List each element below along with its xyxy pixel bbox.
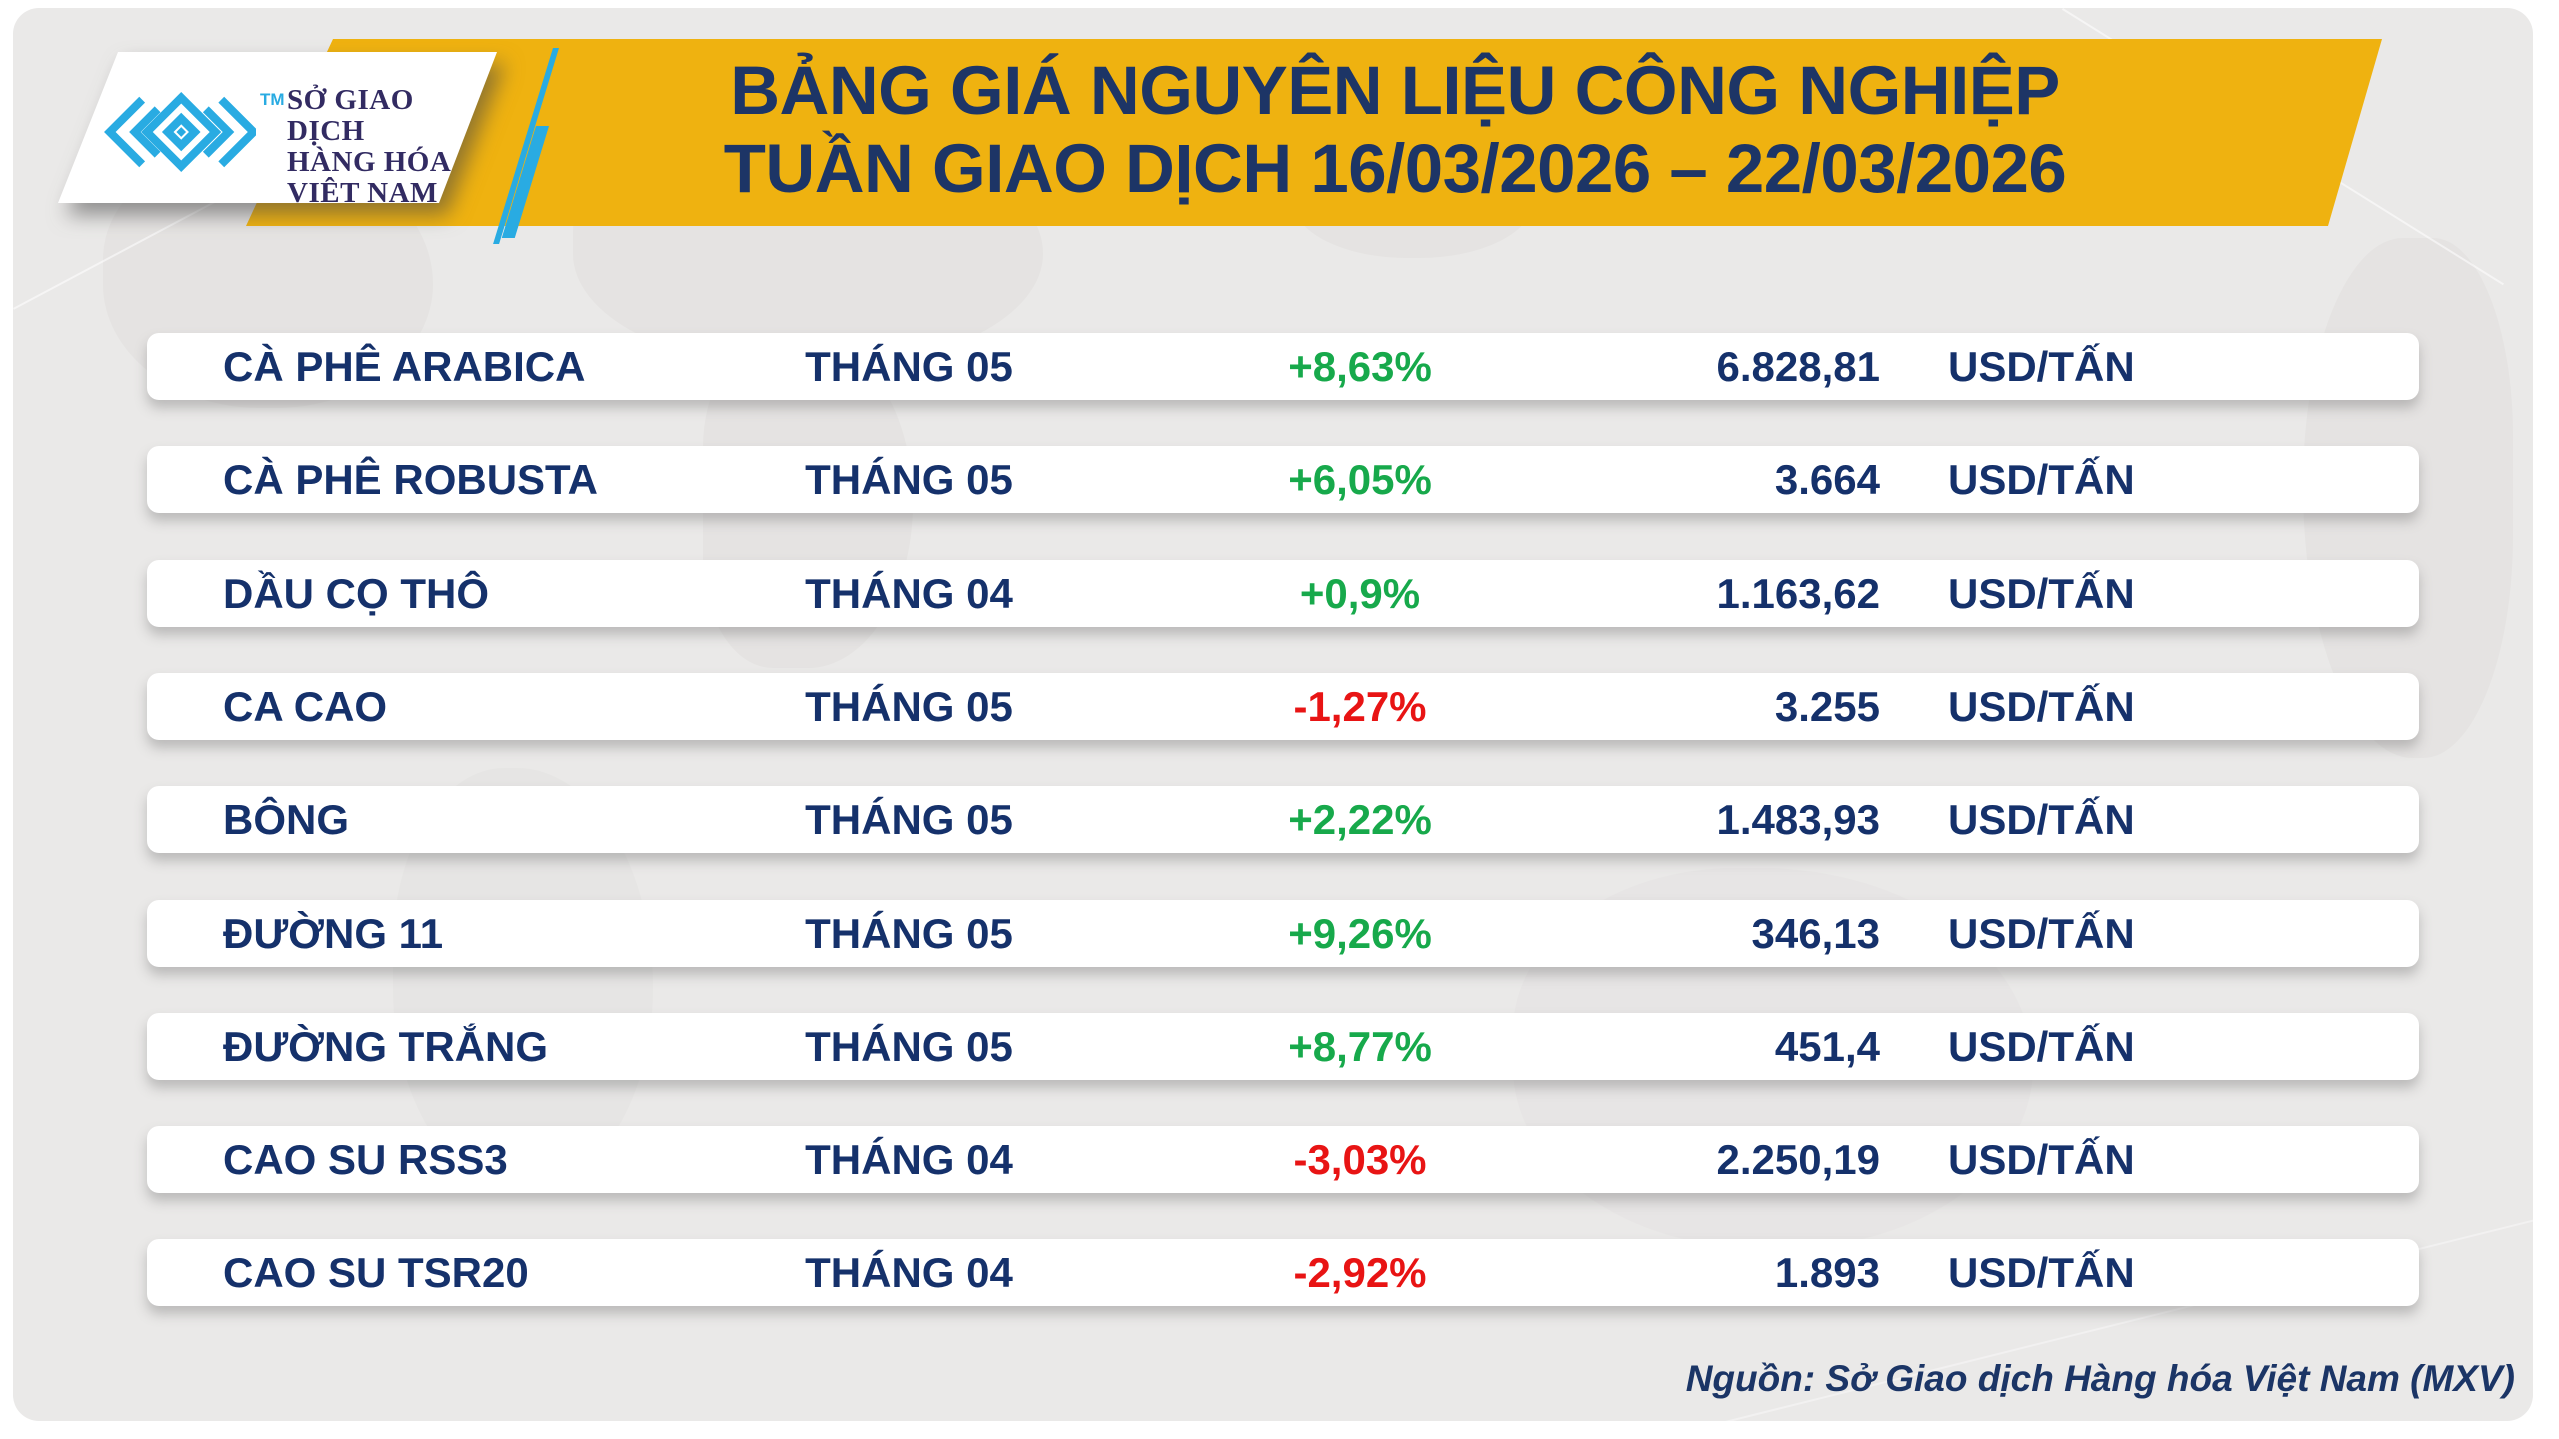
table-row: ĐƯỜNG TRẮNG THÁNG 05 +8,77% 451,4 USD/TẤN <box>147 1013 2419 1080</box>
price-unit: USD/TẤN <box>1948 910 2135 957</box>
table-row: ĐƯỜNG 11 THÁNG 05 +9,26% 346,13 USD/TẤN <box>147 900 2419 967</box>
commodity-name: BÔNG <box>223 796 349 843</box>
price-value: 6.828,81 <box>1716 343 1881 390</box>
price-value: 1.893 <box>1774 1249 1880 1296</box>
contract-month: THÁNG 05 <box>805 1023 1013 1070</box>
change-percent: +9,26% <box>1288 910 1432 957</box>
table-row: CAO SU RSS3 THÁNG 04 -3,03% 2.250,19 USD/TẤN <box>147 1126 2419 1193</box>
price-value: 1.163,62 <box>1716 570 1881 617</box>
logo-org-name: SỞ GIAO DỊCH HÀNG HÓA VIỆT NAM <box>287 84 497 209</box>
table-row: DẦU CỌ THÔ THÁNG 04 +0,9% 1.163,62 USD/TẤN <box>147 560 2419 627</box>
price-value: 1.483,93 <box>1716 796 1881 843</box>
table-row: CÀ PHÊ ROBUSTA THÁNG 05 +6,05% 3.664 USD/TẤN <box>147 446 2419 513</box>
commodity-name: CA CAO <box>223 683 388 730</box>
commodity-name: CÀ PHÊ ROBUSTA <box>223 456 598 503</box>
price-value: 3.664 <box>1774 456 1880 503</box>
commodity-name: CÀ PHÊ ARABICA <box>223 343 586 390</box>
logo-plate-shape: TM SỞ GIAO DỊCH HÀNG HÓA VIỆT NAM <box>58 52 497 203</box>
commodity-name: DẦU CỌ THÔ <box>223 570 489 617</box>
table-row: CA CAO THÁNG 05 -1,27% 3.255 USD/TẤN <box>147 673 2419 740</box>
table-row: BÔNG THÁNG 05 +2,22% 1.483,93 USD/TẤN <box>147 786 2419 853</box>
change-percent: +2,22% <box>1288 796 1432 843</box>
commodity-name: CAO SU RSS3 <box>223 1136 508 1183</box>
logo-org-line: SỞ GIAO DỊCH <box>287 84 414 147</box>
commodity-name: CAO SU TSR20 <box>223 1249 529 1296</box>
change-percent: +0,9% <box>1299 570 1421 617</box>
price-unit: USD/TẤN <box>1948 796 2135 843</box>
table-row: CAO SU TSR20 THÁNG 04 -2,92% 1.893 USD/TẤN <box>147 1239 2419 1306</box>
logo-org-line: VIỆT NAM <box>287 177 438 209</box>
page-title: BẢNG GIÁ NGUYÊN LIỆU CÔNG NGHIỆP TUẦN GI… <box>420 52 2370 208</box>
price-value: 2.250,19 <box>1716 1136 1881 1183</box>
price-unit: USD/TẤN <box>1948 570 2135 617</box>
price-unit: USD/TẤN <box>1948 683 2135 730</box>
logo-org-line: HÀNG HÓA <box>287 146 452 178</box>
change-percent: -1,27% <box>1293 683 1427 730</box>
logo-plate: TM SỞ GIAO DỊCH HÀNG HÓA VIỆT NAM <box>58 52 497 203</box>
contract-month: THÁNG 05 <box>805 343 1013 390</box>
mxv-logo-icon <box>104 91 256 173</box>
contract-month: THÁNG 04 <box>805 1136 1013 1183</box>
price-unit: USD/TẤN <box>1948 1023 2135 1070</box>
contract-month: THÁNG 04 <box>805 1249 1013 1296</box>
price-unit: USD/TẤN <box>1948 1249 2135 1296</box>
commodity-name: ĐƯỜNG 11 <box>223 910 444 957</box>
price-value: 346,13 <box>1751 910 1880 957</box>
commodity-name: ĐƯỜNG TRẮNG <box>223 1023 548 1070</box>
title-banner <box>246 39 2382 226</box>
change-percent: +6,05% <box>1288 456 1432 503</box>
contract-month: THÁNG 05 <box>805 796 1013 843</box>
change-percent: -2,92% <box>1293 1249 1427 1296</box>
price-unit: USD/TẤN <box>1948 1136 2135 1183</box>
price-unit: USD/TẤN <box>1948 456 2135 503</box>
source-note: Nguồn: Sở Giao dịch Hàng hóa Việt Nam (M… <box>1685 1358 2515 1399</box>
change-percent: +8,63% <box>1288 343 1432 390</box>
contract-month: THÁNG 05 <box>805 456 1013 503</box>
contract-month: THÁNG 05 <box>805 683 1013 730</box>
table-row: CÀ PHÊ ARABICA THÁNG 05 +8,63% 6.828,81 USD/… <box>147 333 2419 400</box>
price-unit: USD/TẤN <box>1948 343 2135 390</box>
change-percent: -3,03% <box>1293 1136 1427 1183</box>
price-value: 3.255 <box>1774 683 1880 730</box>
contract-month: THÁNG 05 <box>805 910 1013 957</box>
trademark-label: TM <box>260 90 285 109</box>
price-value: 451,4 <box>1774 1023 1880 1070</box>
change-percent: +8,77% <box>1288 1023 1432 1070</box>
title-line-1: BẢNG GIÁ NGUYÊN LIỆU CÔNG NGHIỆP <box>730 52 2060 129</box>
contract-month: THÁNG 04 <box>805 570 1013 617</box>
title-line-2: TUẦN GIAO DỊCH 16/03/2026 – 22/03/2026 <box>723 130 2067 207</box>
